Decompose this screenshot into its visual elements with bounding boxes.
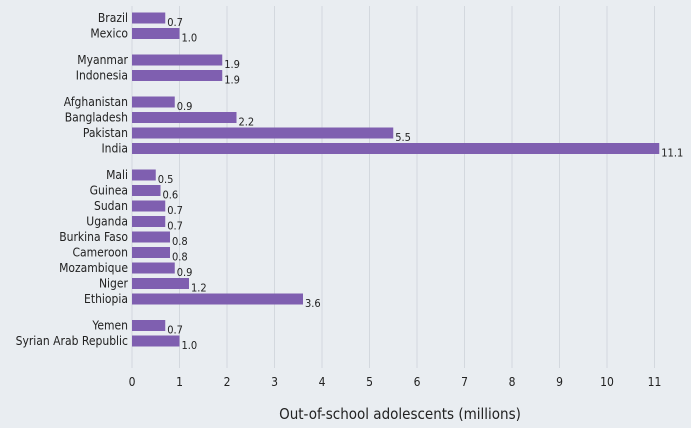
value-label: 0.8 [172,235,188,248]
category-label: Afghanistan [64,95,128,109]
x-tick-label: 10 [600,375,614,389]
category-label: Sudan [94,199,128,213]
category-label: Uganda [86,215,128,229]
category-label: Brazil [98,11,128,25]
x-axis-ticks: 0 1 2 3 4 5 6 7 8 9 10 11 [129,375,662,389]
x-tick-label: 0 [129,375,136,389]
value-label: 0.7 [167,324,183,337]
category-label: Syrian Arab Republic [16,334,128,348]
category-label: Bangladesh [65,111,128,125]
category-label: Pakistan [83,126,128,140]
bar [132,216,166,227]
value-label: 0.7 [167,220,183,233]
category-label: Burkina Faso [59,230,128,244]
bar [132,200,166,212]
value-label: 1.0 [182,32,198,45]
x-tick-label: 11 [648,375,662,389]
value-label: 11.1 [661,147,683,160]
category-label: Mexico [90,27,128,41]
x-tick-label: 6 [414,375,421,389]
value-label: 5.5 [395,131,411,144]
bar [132,247,170,258]
value-label: 0.7 [167,16,183,29]
value-label: 0.8 [172,251,188,264]
value-label: 1.0 [182,339,198,352]
category-label: India [102,142,129,156]
bar [132,70,223,81]
category-label: Indonesia [76,69,128,83]
category-label: Yemen [91,319,128,333]
category-label: Myanmar [77,53,128,67]
value-label: 0.9 [177,100,193,113]
bar [132,320,166,331]
bar [132,293,303,305]
x-tick-label: 7 [461,375,468,389]
category-label: Guinea [90,184,128,198]
x-tick-label: 9 [556,375,563,389]
bar [132,12,166,24]
value-label: 0.6 [163,189,179,202]
bar [132,96,175,108]
category-label: Mali [106,168,128,182]
category-label: Mozambique [59,261,128,275]
x-tick-label: 3 [271,375,278,389]
bar [132,28,180,39]
x-tick-label: 8 [509,375,516,389]
bar [132,54,223,66]
category-label: Niger [99,277,129,291]
bar [132,143,660,154]
gridlines [131,6,655,368]
x-tick-label: 5 [366,375,373,389]
bar [132,112,237,123]
value-label: 0.7 [167,204,183,217]
value-label: 1.2 [191,282,207,295]
bar [132,262,175,274]
category-label: Cameroon [72,246,128,260]
value-label: 1.9 [224,58,240,71]
bar [132,278,189,289]
x-tick-label: 1 [176,375,183,389]
x-tick-label: 2 [224,375,231,389]
value-label: 0.9 [177,266,193,279]
bar [132,185,161,196]
value-label: 0.5 [158,173,174,186]
bar [132,231,170,243]
bars: Brazil 0.7 Mexico 1.0 Myanmar 1.9 Indonesia 1.9… [16,11,684,352]
bar [132,335,180,347]
bar [132,169,156,181]
value-label: 1.9 [224,74,240,87]
value-label: 3.6 [305,297,321,310]
x-tick-label: 4 [319,375,326,389]
x-axis-title: Out-of-school adolescents (millions) [279,405,521,423]
value-label: 2.2 [239,116,255,129]
category-label: Ethiopia [84,292,128,306]
bar [132,127,394,139]
